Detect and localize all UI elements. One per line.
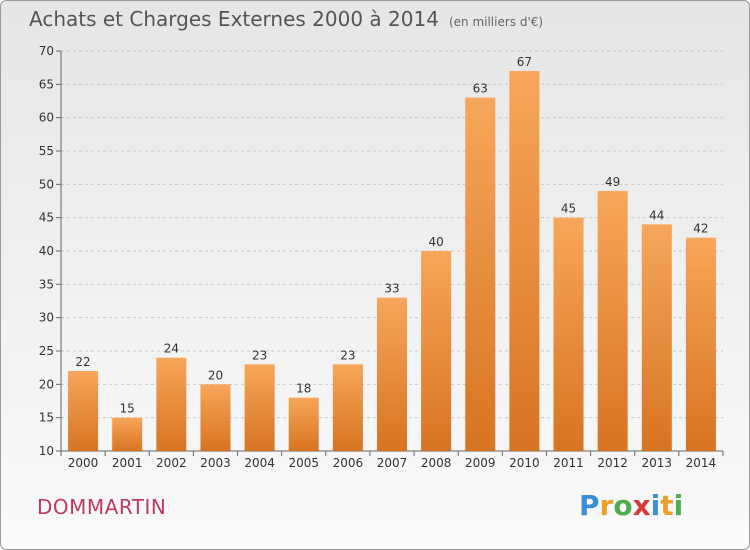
x-tick-label: 2010	[509, 456, 540, 470]
y-tick-label: 60	[39, 111, 54, 125]
x-tick-label: 2012	[597, 456, 628, 470]
x-tick-label: 2008	[421, 456, 452, 470]
bars	[68, 71, 716, 452]
logo-letter: r	[599, 489, 614, 522]
bar-value-label: 67	[517, 55, 532, 69]
bar-value-label: 23	[252, 348, 267, 362]
title-unit: (en milliers d'€)	[448, 15, 544, 29]
y-tick-label: 65	[39, 77, 54, 91]
y-tick-label: 40	[39, 244, 54, 258]
y-tick-label: 50	[39, 177, 54, 191]
bar-value-label: 22	[75, 355, 90, 369]
x-tick-label: 2013	[642, 456, 673, 470]
x-tick-label: 2011	[553, 456, 584, 470]
bar-2009	[465, 97, 496, 452]
y-tick-label: 45	[39, 211, 54, 225]
bar-2012	[597, 191, 628, 451]
bar-value-label: 33	[384, 282, 399, 296]
y-tick-label: 30	[39, 311, 54, 325]
x-tick-label: 2009	[465, 456, 496, 470]
bar-2003	[200, 384, 231, 451]
bar-value-label: 20	[208, 368, 223, 382]
logo-letter: x	[632, 489, 651, 522]
x-tick-label: 2001	[112, 456, 143, 470]
bar-2013	[641, 224, 672, 451]
bar-value-label: 15	[120, 402, 135, 416]
y-tick-label: 15	[39, 411, 54, 425]
bar-value-label: 24	[164, 342, 179, 356]
commune-name: DOMMARTIN	[37, 495, 167, 519]
logo-letter: i	[673, 489, 684, 522]
logo-letter: P	[579, 489, 600, 522]
bar-2005	[288, 397, 319, 451]
y-tick-label: 70	[39, 44, 54, 58]
y-tick-label: 55	[39, 144, 54, 158]
bar-2002	[156, 357, 187, 451]
bar-2000	[68, 371, 99, 451]
bar-2008	[421, 251, 452, 451]
x-tick-label: 2005	[288, 456, 319, 470]
bar-2010	[509, 71, 540, 451]
bar-2011	[553, 217, 584, 451]
logo-letter: t	[660, 489, 674, 522]
bar-2004	[244, 364, 275, 451]
y-tick-label: 20	[39, 377, 54, 391]
bar-value-label: 45	[561, 202, 576, 216]
logo-letter: i	[650, 489, 661, 522]
x-tick-label: 2000	[68, 456, 99, 470]
bar-value-label: 23	[340, 348, 355, 362]
y-tick-label: 35	[39, 277, 54, 291]
chart-title: Achats et Charges Externes 2000 à 2014 (e…	[29, 7, 543, 31]
bar-value-label: 44	[649, 208, 664, 222]
x-tick-label: 2007	[377, 456, 408, 470]
x-tick-label: 2002	[156, 456, 187, 470]
y-tick-label: 10	[39, 444, 54, 458]
bar-value-label: 63	[473, 82, 488, 96]
bar-2014	[685, 237, 716, 451]
bar-2006	[332, 364, 363, 451]
y-tick-label: 25	[39, 344, 54, 358]
proxiti-logo: Proxiti	[579, 489, 683, 522]
bar-value-label: 18	[296, 382, 311, 396]
x-tick-label: 2006	[333, 456, 364, 470]
bar-value-label: 49	[605, 175, 620, 189]
logo-letter: o	[613, 489, 633, 522]
bar-2001	[112, 417, 143, 451]
x-tick-label: 2003	[200, 456, 231, 470]
bar-2007	[376, 297, 408, 451]
x-tick-label: 2014	[686, 456, 717, 470]
bar-value-label: 40	[428, 235, 443, 249]
title-text: Achats et Charges Externes 2000 à 2014	[29, 7, 439, 31]
bar-value-label: 42	[693, 222, 708, 236]
labels: 10 15 20 25 30 35 40 45 50 55 60 65 70 22 2000 15 2001 24…	[39, 44, 716, 470]
x-tick-label: 2004	[244, 456, 275, 470]
